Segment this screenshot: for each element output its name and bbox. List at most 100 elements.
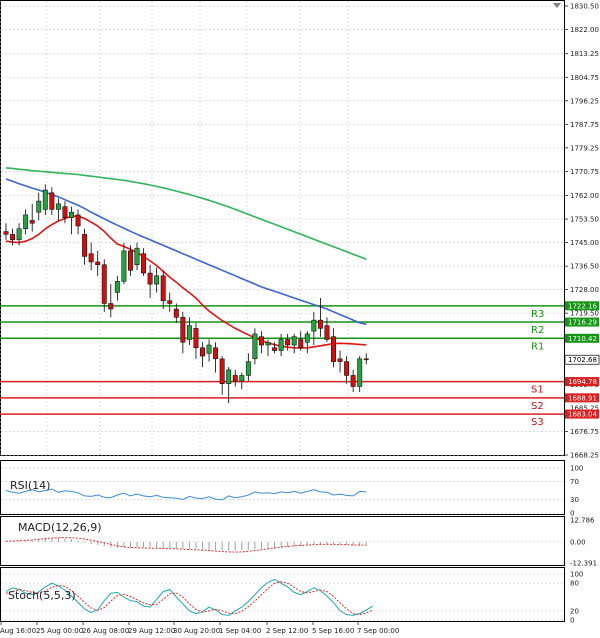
stoch-d-line xyxy=(5,581,374,616)
level-tag-bg xyxy=(565,409,599,419)
candle-body xyxy=(239,375,245,382)
candle-body xyxy=(213,347,219,360)
y-tick-label: 1668.25 xyxy=(570,452,599,460)
candle-body xyxy=(55,203,61,210)
candle-body xyxy=(10,234,16,241)
candle-body xyxy=(88,253,94,263)
level-tag-value: 1716.29 xyxy=(568,319,597,327)
y-tick-label: 1736.50 xyxy=(570,263,599,271)
ma-blue-line xyxy=(5,178,367,325)
y-tick-label: 1822.00 xyxy=(570,26,599,34)
candle-body xyxy=(75,214,81,227)
level-label-r3: R3 xyxy=(531,309,544,320)
candle-body xyxy=(23,214,29,230)
candle-body xyxy=(95,261,101,265)
level-label-s2: S2 xyxy=(531,401,544,412)
candle-body xyxy=(36,200,42,213)
rsi-tick-label: 100 xyxy=(570,465,583,473)
x-tick-label: 29 Aug 12:00 xyxy=(128,627,175,635)
y-tick-label: 1685.25 xyxy=(570,404,599,412)
y-tick-label: 1787.75 xyxy=(570,121,599,129)
candle-body xyxy=(29,220,35,224)
candle-body xyxy=(291,336,297,346)
candle-body xyxy=(317,319,323,329)
rsi-tick-label: 70 xyxy=(570,478,579,486)
level-tag-value: 1683.04 xyxy=(568,411,597,419)
stoch-k-line xyxy=(5,578,374,616)
candle-body xyxy=(206,344,212,354)
candle-body xyxy=(200,347,205,357)
level-tag-value: 1722.16 xyxy=(568,302,597,310)
x-tick-label: Aug 16:00 xyxy=(0,627,36,635)
price-panel xyxy=(0,0,565,456)
candle-body xyxy=(121,250,127,282)
rsi-title: RSI(14) xyxy=(10,479,50,492)
candle-body xyxy=(232,375,238,382)
macd-tick-label: 12.786 xyxy=(570,517,595,525)
rsi-tick-label: 0 xyxy=(570,510,574,518)
candle-body xyxy=(82,234,88,257)
candle-body xyxy=(186,325,192,340)
candle-body xyxy=(219,358,225,384)
x-tick-label: 5 Sep 16:00 xyxy=(312,627,354,635)
x-tick-label: 2 Sep 12:00 xyxy=(266,627,308,635)
y-tick-label: 1830.50 xyxy=(570,3,599,11)
candle-body xyxy=(180,317,186,343)
y-tick-label: 1745.00 xyxy=(570,239,599,247)
candle-body xyxy=(49,192,55,210)
level-tag-bg xyxy=(565,333,599,343)
x-tick-label: 30 Aug 20:00 xyxy=(173,627,220,635)
macd-tick-label: -12.391 xyxy=(570,560,597,568)
candle-body xyxy=(154,275,160,285)
candle-body xyxy=(265,341,271,346)
candle-body xyxy=(259,336,264,346)
rsi-panel xyxy=(0,460,565,515)
candle-body xyxy=(331,336,336,362)
ma-green-line xyxy=(5,167,367,260)
candle-body xyxy=(128,250,133,271)
candle-body xyxy=(101,264,107,304)
stoch-title: Stoch(5,5,3) xyxy=(8,589,76,602)
pivot-levels: R3 R2 R1 S1 S2 S3 xyxy=(0,305,564,428)
macd-tick-label: 0.00 xyxy=(570,538,586,546)
macd-panel xyxy=(0,516,565,566)
rsi-tick-label: 30 xyxy=(570,496,579,504)
ma-red-line xyxy=(5,215,367,349)
y-tick-label: 1796.25 xyxy=(570,97,599,105)
x-tick-label: 25 Aug 00:00 xyxy=(36,627,83,635)
x-tick-label: 26 Aug 08:00 xyxy=(82,627,129,635)
candle-body xyxy=(114,281,120,293)
level-tag-bg xyxy=(565,393,599,403)
candle-body xyxy=(3,231,9,235)
stoch-tick-label: 20 xyxy=(570,607,579,615)
candle-body xyxy=(167,300,173,304)
candle-body xyxy=(173,308,179,318)
candle-body xyxy=(193,328,199,349)
y-tick-label: 1779.25 xyxy=(570,144,599,152)
rsi-line xyxy=(5,488,367,501)
candles xyxy=(3,184,369,404)
level-label-r2: R2 xyxy=(531,325,544,336)
candle-body xyxy=(16,228,22,241)
scroll-marker-icon[interactable] xyxy=(553,3,561,8)
x-tick-label: 1 Sep 04:00 xyxy=(219,627,261,635)
level-tag-value: 1688.91 xyxy=(568,394,597,402)
y-tick-label: 1770.75 xyxy=(570,168,599,176)
candle-body xyxy=(272,347,278,351)
candle-body xyxy=(357,358,363,387)
current-price-value: 1702.68 xyxy=(568,356,597,364)
level-label-s1: S1 xyxy=(531,385,544,396)
price-axis: 1830.50 1822.00 1813.25 1804.75 1796.25 1787.… xyxy=(564,3,599,460)
candle-body xyxy=(285,339,291,346)
candle-body xyxy=(134,247,140,265)
y-tick-label: 1719.50 xyxy=(570,310,599,318)
candle-body xyxy=(62,206,68,218)
candle-body xyxy=(245,361,251,376)
current-price-tag xyxy=(564,354,600,365)
stoch-panel xyxy=(0,567,565,622)
y-tick-label: 1813.25 xyxy=(570,50,599,58)
candle-body xyxy=(324,325,330,340)
candle-body xyxy=(298,339,304,349)
